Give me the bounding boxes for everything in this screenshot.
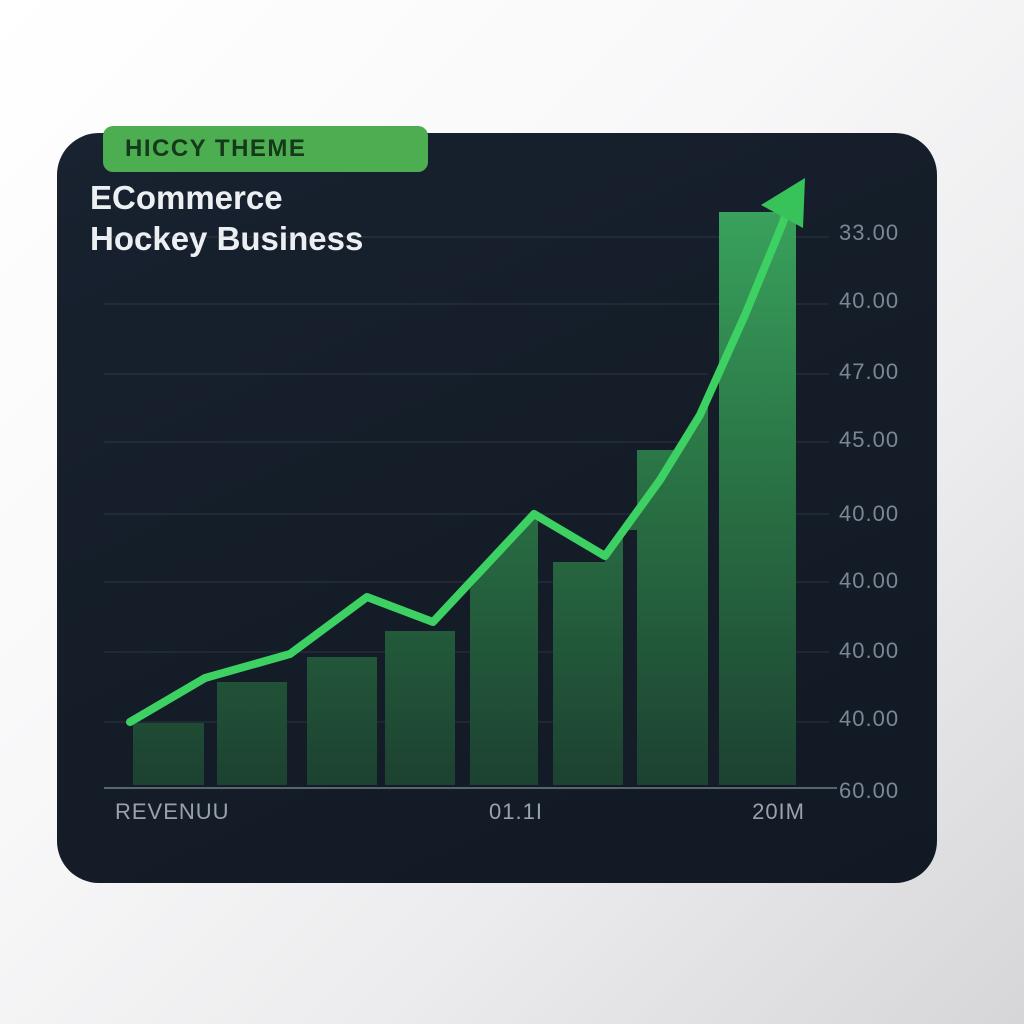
trend-arrow-icon <box>761 178 805 228</box>
theme-badge-label: HICCY THEME <box>125 135 307 162</box>
chart-title-line2: Hockey Business <box>90 220 364 257</box>
growth-chart: 33.00 40.00 47.00 45.00 40.00 40.00 40.00 40.00… <box>104 178 899 824</box>
y-tick-label: 40.00 <box>839 638 899 663</box>
trend-line <box>126 193 796 726</box>
bar <box>553 562 623 785</box>
bar <box>637 450 708 785</box>
y-tick-label: 33.00 <box>839 220 899 245</box>
x-tick-label: 01.1I <box>489 799 543 824</box>
dashboard-card: HICCY THEME ECommerce Hockey Business 33… <box>57 126 937 883</box>
bar <box>719 212 796 785</box>
bar <box>217 682 287 785</box>
y-tick-label: 40.00 <box>839 706 899 731</box>
x-tick-label: 20IM <box>752 799 805 824</box>
bar <box>307 657 377 785</box>
bar-gap <box>708 373 719 785</box>
bar <box>133 723 204 785</box>
y-tick-label: 40.00 <box>839 288 899 313</box>
bar <box>470 515 538 785</box>
y-tick-label: 60.00 <box>839 778 899 803</box>
y-tick-label: 45.00 <box>839 427 899 452</box>
y-tick-label: 47.00 <box>839 359 899 384</box>
theme-badge: HICCY THEME <box>103 126 428 172</box>
bar-gap <box>623 530 637 785</box>
y-tick-label: 40.00 <box>839 568 899 593</box>
chart-title-line1: ECommerce <box>90 179 283 216</box>
y-tick-label: 40.00 <box>839 501 899 526</box>
x-tick-label: REVENUU <box>115 799 230 824</box>
chart-title: ECommerce Hockey Business <box>90 177 363 259</box>
bar <box>385 631 455 785</box>
